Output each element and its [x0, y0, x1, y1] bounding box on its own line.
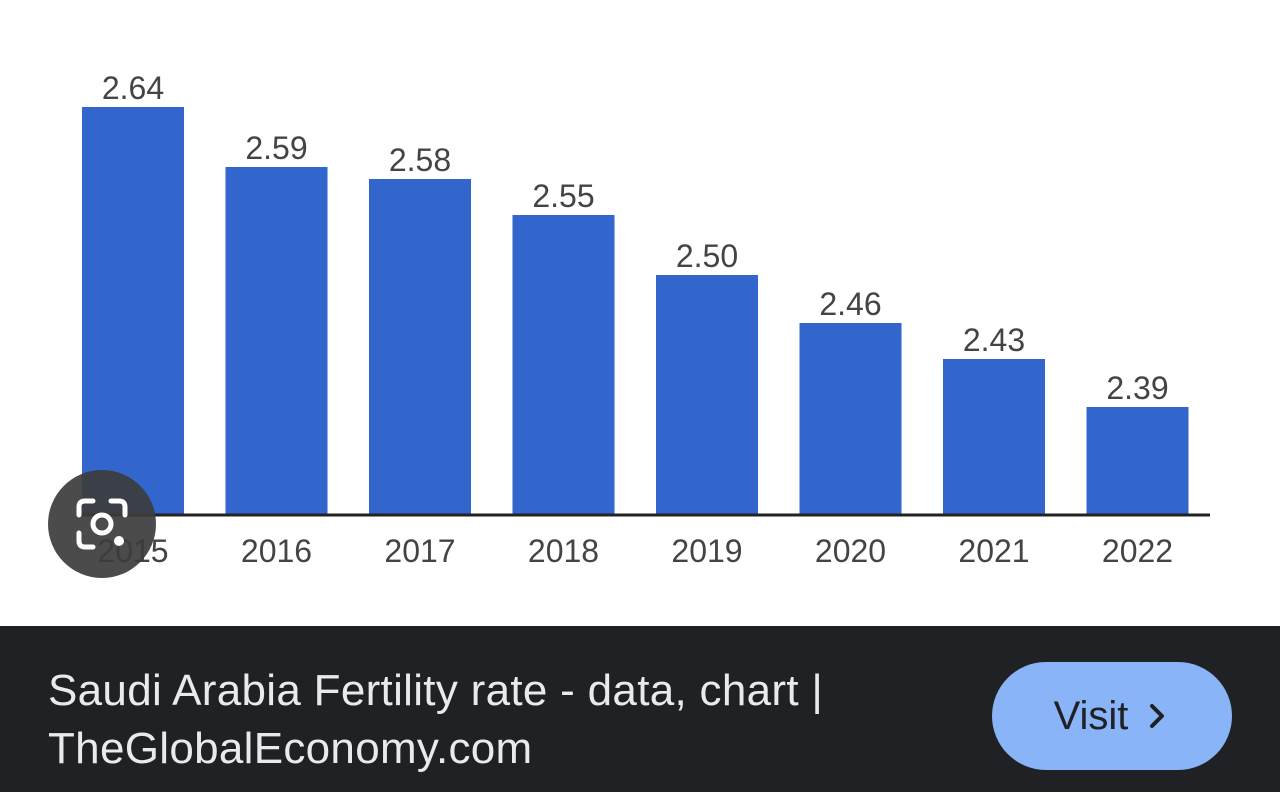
bars-group: 2.64 2.59 2.58 2.55 2.50 2.46 2.43 2.39 [82, 70, 1189, 515]
bar-2017 [369, 179, 471, 515]
value-label-2018: 2.55 [532, 178, 594, 214]
result-footer: Saudi Arabia Fertility rate - data, char… [0, 626, 1280, 792]
chevron-right-icon [1150, 704, 1165, 728]
bar-2020 [799, 323, 902, 515]
bar-2021 [943, 359, 1045, 515]
value-label-2017: 2.58 [389, 142, 451, 178]
bar-chart: 2.642.592.582.552.502.462.432.39 2015201… [80, 70, 1210, 569]
value-label-2016: 2.59 [245, 130, 307, 166]
lens-button[interactable] [48, 470, 156, 578]
lens-icon [76, 498, 128, 550]
visit-button-label: Visit [1053, 693, 1129, 738]
value-label-2022: 2.39 [1106, 370, 1168, 406]
result-caption[interactable]: Saudi Arabia Fertility rate - data, char… [48, 666, 824, 773]
bar-2018 [512, 215, 615, 515]
value-label-2015: 2.64 [102, 70, 164, 106]
bar-2016 [225, 167, 328, 515]
visit-button[interactable]: Visit [992, 662, 1232, 770]
x-tick-2018: 2018 [528, 533, 599, 569]
bar-2015 [82, 107, 184, 515]
x-tick-2019: 2019 [671, 533, 742, 569]
value-label-2021: 2.43 [963, 322, 1025, 358]
x-tick-2022: 2022 [1102, 533, 1173, 569]
x-tick-2020: 2020 [815, 533, 886, 569]
x-ticks-group: 20152016201720182019202020212022 [97, 533, 1173, 569]
x-tick-2021: 2021 [958, 533, 1029, 569]
bar-2022 [1086, 407, 1189, 515]
x-tick-2017: 2017 [384, 533, 455, 569]
bar-2019 [656, 275, 758, 515]
value-label-2020: 2.46 [819, 286, 881, 322]
chart-area: 2.642.592.582.552.502.462.432.39 2015201… [48, 70, 1210, 578]
value-label-2019: 2.50 [676, 238, 738, 274]
x-tick-2016: 2016 [241, 533, 312, 569]
